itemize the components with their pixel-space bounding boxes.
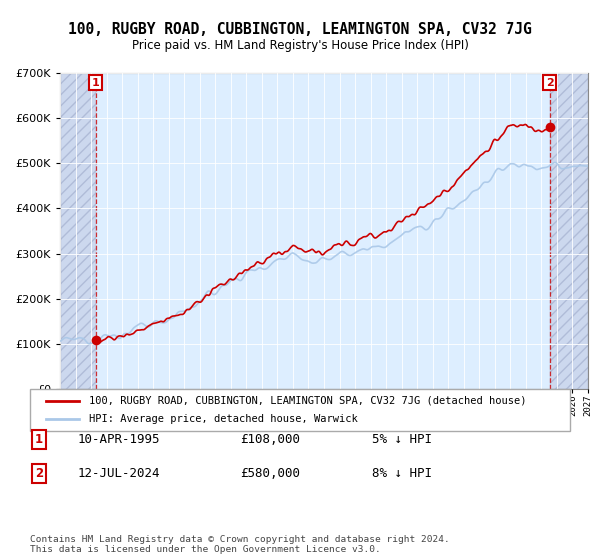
Text: 12-JUL-2024: 12-JUL-2024 xyxy=(78,466,161,480)
Text: 5% ↓ HPI: 5% ↓ HPI xyxy=(372,433,432,446)
Text: 2: 2 xyxy=(546,77,554,87)
FancyBboxPatch shape xyxy=(30,389,570,431)
Text: 100, RUGBY ROAD, CUBBINGTON, LEAMINGTON SPA, CV32 7JG (detached house): 100, RUGBY ROAD, CUBBINGTON, LEAMINGTON … xyxy=(89,396,527,406)
Bar xyxy=(550,73,588,389)
Text: Contains HM Land Registry data © Crown copyright and database right 2024.
This d: Contains HM Land Registry data © Crown c… xyxy=(30,535,450,554)
Bar xyxy=(60,73,95,389)
Text: 2: 2 xyxy=(35,466,43,480)
Text: 8% ↓ HPI: 8% ↓ HPI xyxy=(372,466,432,480)
Text: Price paid vs. HM Land Registry's House Price Index (HPI): Price paid vs. HM Land Registry's House … xyxy=(131,39,469,52)
Text: 1: 1 xyxy=(35,433,43,446)
Text: HPI: Average price, detached house, Warwick: HPI: Average price, detached house, Warw… xyxy=(89,414,358,424)
Text: 10-APR-1995: 10-APR-1995 xyxy=(78,433,161,446)
Text: £580,000: £580,000 xyxy=(240,466,300,480)
Text: £108,000: £108,000 xyxy=(240,433,300,446)
Text: 1: 1 xyxy=(92,77,100,87)
Text: 100, RUGBY ROAD, CUBBINGTON, LEAMINGTON SPA, CV32 7JG: 100, RUGBY ROAD, CUBBINGTON, LEAMINGTON … xyxy=(68,22,532,38)
